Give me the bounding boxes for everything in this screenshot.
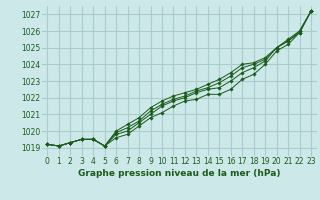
X-axis label: Graphe pression niveau de la mer (hPa): Graphe pression niveau de la mer (hPa) bbox=[78, 169, 280, 178]
